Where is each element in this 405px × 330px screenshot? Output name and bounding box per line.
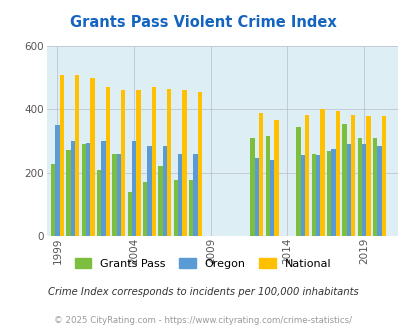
Bar bbox=[51, 164, 55, 236]
Bar bbox=[376, 146, 381, 236]
Bar bbox=[311, 154, 315, 236]
Bar bbox=[346, 144, 350, 236]
Bar bbox=[177, 154, 182, 236]
Bar bbox=[166, 89, 171, 236]
Bar bbox=[326, 150, 330, 236]
Bar bbox=[197, 92, 201, 236]
Bar bbox=[300, 155, 304, 236]
Text: Grants Pass Violent Crime Index: Grants Pass Violent Crime Index bbox=[69, 15, 336, 30]
Bar bbox=[365, 116, 370, 236]
Bar bbox=[182, 90, 186, 236]
Bar bbox=[81, 144, 86, 236]
Bar bbox=[136, 90, 140, 236]
Bar bbox=[112, 154, 116, 236]
Bar bbox=[75, 75, 79, 236]
Legend: Grants Pass, Oregon, National: Grants Pass, Oregon, National bbox=[75, 258, 330, 269]
Bar bbox=[320, 110, 324, 236]
Bar bbox=[269, 160, 274, 236]
Text: Crime Index corresponds to incidents per 100,000 inhabitants: Crime Index corresponds to incidents per… bbox=[47, 287, 358, 297]
Bar bbox=[372, 138, 376, 236]
Bar bbox=[70, 141, 75, 236]
Bar bbox=[105, 87, 110, 236]
Bar bbox=[55, 125, 60, 236]
Bar bbox=[350, 115, 354, 236]
Bar bbox=[296, 127, 300, 236]
Bar bbox=[151, 87, 156, 236]
Bar bbox=[274, 119, 278, 236]
Bar bbox=[254, 157, 258, 236]
Text: © 2025 CityRating.com - https://www.cityrating.com/crime-statistics/: © 2025 CityRating.com - https://www.city… bbox=[54, 316, 351, 325]
Bar bbox=[66, 150, 70, 236]
Bar bbox=[147, 146, 151, 236]
Bar bbox=[189, 180, 193, 236]
Bar bbox=[265, 136, 269, 236]
Bar bbox=[60, 75, 64, 236]
Bar bbox=[381, 116, 385, 236]
Bar bbox=[132, 141, 136, 236]
Bar bbox=[86, 143, 90, 236]
Bar bbox=[330, 149, 335, 236]
Bar bbox=[361, 144, 365, 236]
Bar bbox=[315, 155, 320, 236]
Bar bbox=[97, 170, 101, 236]
Bar bbox=[143, 182, 147, 236]
Bar bbox=[116, 154, 121, 236]
Bar bbox=[158, 166, 162, 236]
Bar bbox=[258, 113, 262, 236]
Bar bbox=[304, 115, 309, 236]
Bar bbox=[101, 141, 105, 236]
Bar bbox=[90, 78, 94, 236]
Bar bbox=[341, 124, 346, 236]
Bar bbox=[335, 111, 339, 236]
Bar bbox=[127, 192, 132, 236]
Bar bbox=[193, 154, 197, 236]
Bar bbox=[162, 146, 166, 236]
Bar bbox=[250, 138, 254, 236]
Bar bbox=[121, 90, 125, 236]
Bar bbox=[173, 180, 177, 236]
Bar bbox=[357, 138, 361, 236]
